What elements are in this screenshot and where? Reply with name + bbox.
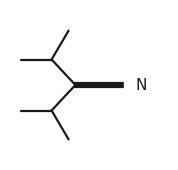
Text: N: N bbox=[136, 78, 147, 92]
